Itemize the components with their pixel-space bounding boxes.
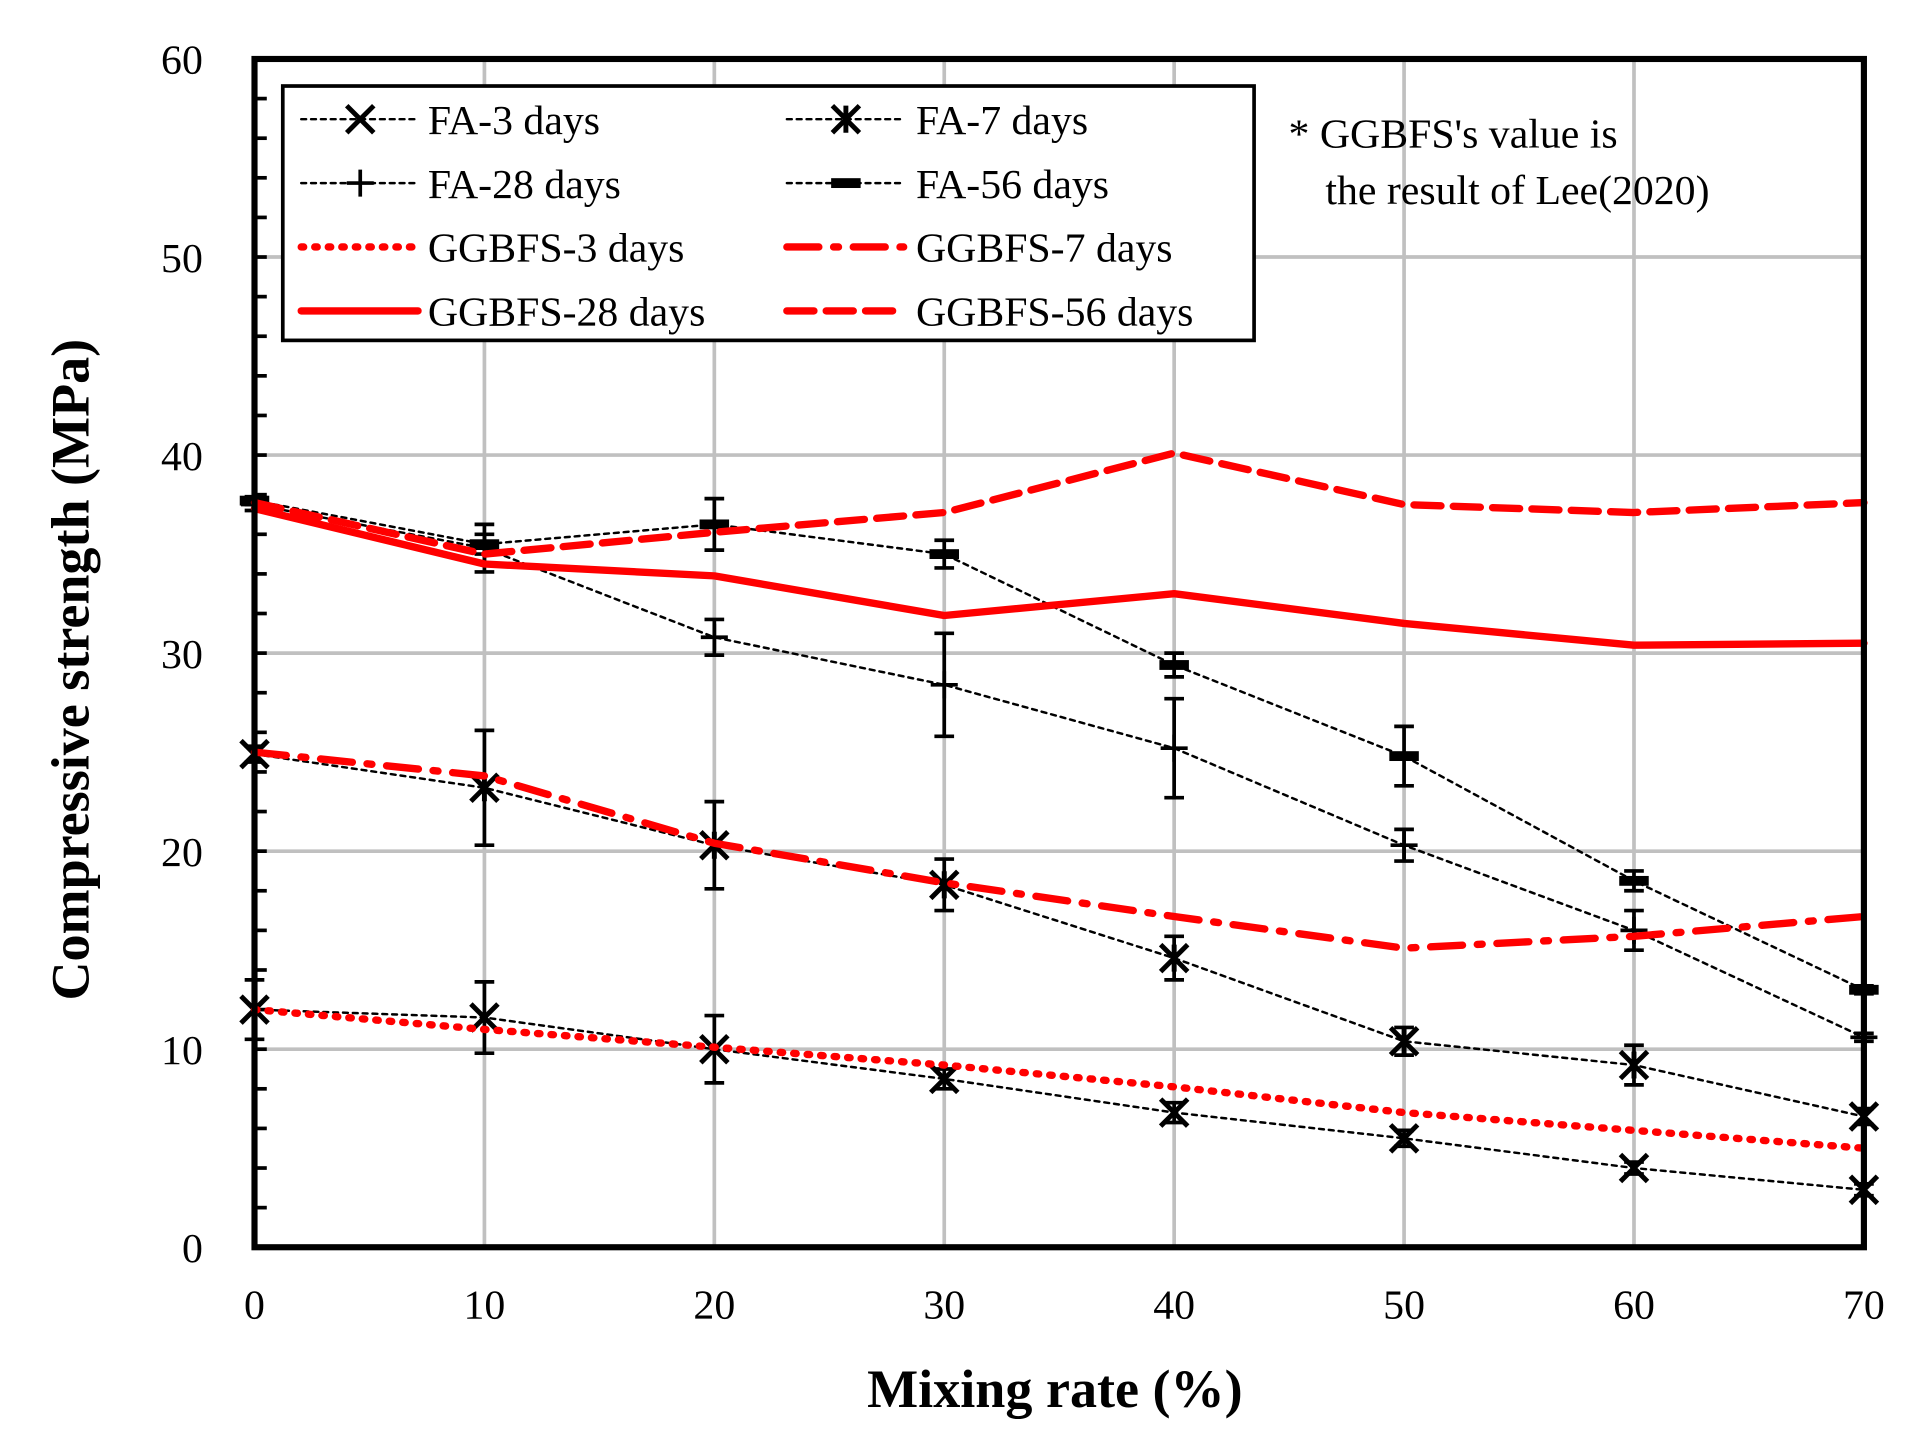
asterisk-marker <box>830 103 862 135</box>
y-tick-label: 10 <box>161 1028 203 1074</box>
legend-entry: GGBFS-56 days <box>783 290 1193 336</box>
legend-entry: GGBFS-28 days <box>297 290 705 336</box>
legend-label: GGBFS-28 days <box>428 290 705 336</box>
dash-marker <box>831 178 861 189</box>
plus-marker <box>1390 831 1418 859</box>
asterisk-marker <box>1158 942 1190 974</box>
series-ggbfs-7-days <box>250 748 1868 952</box>
x-marker <box>1388 1123 1420 1154</box>
series-line <box>250 449 1868 558</box>
x-tick-label: 50 <box>1383 1283 1425 1329</box>
y-tick-label: 50 <box>161 236 203 282</box>
series-line <box>250 1005 1868 1152</box>
annotation-line-2: the result of Lee(2020) <box>1325 168 1709 214</box>
x-tick-label: 10 <box>464 1283 506 1329</box>
x-tick-label: 20 <box>693 1283 735 1329</box>
x-tick-label: 60 <box>1613 1283 1655 1329</box>
plus-marker <box>700 623 728 651</box>
annotation-line-1: * GGBFS's value is <box>1289 111 1618 157</box>
legend-entry: FA-28 days <box>299 162 621 208</box>
x-marker <box>928 1063 960 1095</box>
x-marker <box>344 103 376 135</box>
legend-box <box>280 84 1256 343</box>
legend-label: FA-56 days <box>916 162 1109 208</box>
x-marker <box>1158 1097 1190 1128</box>
dash-marker <box>929 549 959 560</box>
series-line <box>253 503 1866 1039</box>
series-fa-28-days <box>240 491 1878 1051</box>
dash-marker <box>1159 660 1189 670</box>
plus-marker <box>1160 734 1188 762</box>
series-ggbfs-28-days <box>250 504 1868 649</box>
series-layer <box>239 449 1880 1206</box>
legend-label: FA-7 days <box>916 98 1088 144</box>
legend: FA-3 days FA-7 days FA-28 days FA-56 days GG… <box>280 84 1256 343</box>
series-line <box>253 752 1866 1118</box>
legend-label: FA-28 days <box>428 162 621 208</box>
y-tick-label: 40 <box>161 434 203 480</box>
legend-entry: FA-3 days <box>299 98 600 144</box>
x-marker <box>1618 1152 1650 1184</box>
plus-marker <box>346 169 374 197</box>
legend-entry: GGBFS-7 days <box>783 226 1173 272</box>
series-line <box>250 748 1868 952</box>
x-tick-label: 0 <box>244 1283 265 1329</box>
series-line <box>253 499 1866 992</box>
y-tick-label: 0 <box>182 1226 203 1272</box>
series-ggbfs-56-days <box>250 449 1868 558</box>
y-axis-label: Compressive strength (MPa) <box>41 339 101 1001</box>
dash-marker <box>699 519 730 530</box>
asterisk-marker <box>1618 1049 1650 1081</box>
series-fa-3-days <box>239 978 1880 1206</box>
axis-ticks: 0 10 20 30 40 50 60 70 0 10 20 30 40 50 60 <box>161 38 1885 1329</box>
x-tick-label: 30 <box>923 1283 965 1329</box>
legend-entry: FA-7 days <box>785 98 1088 144</box>
series-line <box>253 1008 1866 1192</box>
legend-entry: FA-56 days <box>785 162 1109 208</box>
series-ggbfs-3-days <box>250 1005 1868 1152</box>
legend-label: GGBFS-7 days <box>916 226 1173 272</box>
legend-label: GGBFS-56 days <box>916 290 1193 336</box>
asterisk-marker <box>928 869 960 901</box>
x-tick-label: 70 <box>1843 1283 1885 1329</box>
asterisk-marker <box>1388 1026 1420 1057</box>
y-tick-label: 20 <box>161 830 203 876</box>
legend-label: FA-3 days <box>428 98 600 144</box>
x-tick-label: 40 <box>1153 1283 1195 1329</box>
legend-label: GGBFS-3 days <box>428 226 685 272</box>
y-tick-label: 60 <box>161 38 203 84</box>
plot-frame <box>251 55 1867 1251</box>
dash-marker <box>469 539 500 550</box>
dash-marker <box>1619 875 1649 886</box>
y-tick-label: 30 <box>161 632 203 678</box>
dash-marker <box>1389 751 1419 762</box>
legend-entry: GGBFS-3 days <box>297 226 685 272</box>
plus-marker <box>930 671 958 699</box>
series-line <box>250 504 1868 649</box>
x-axis-label: Mixing rate (%) <box>867 1359 1243 1419</box>
